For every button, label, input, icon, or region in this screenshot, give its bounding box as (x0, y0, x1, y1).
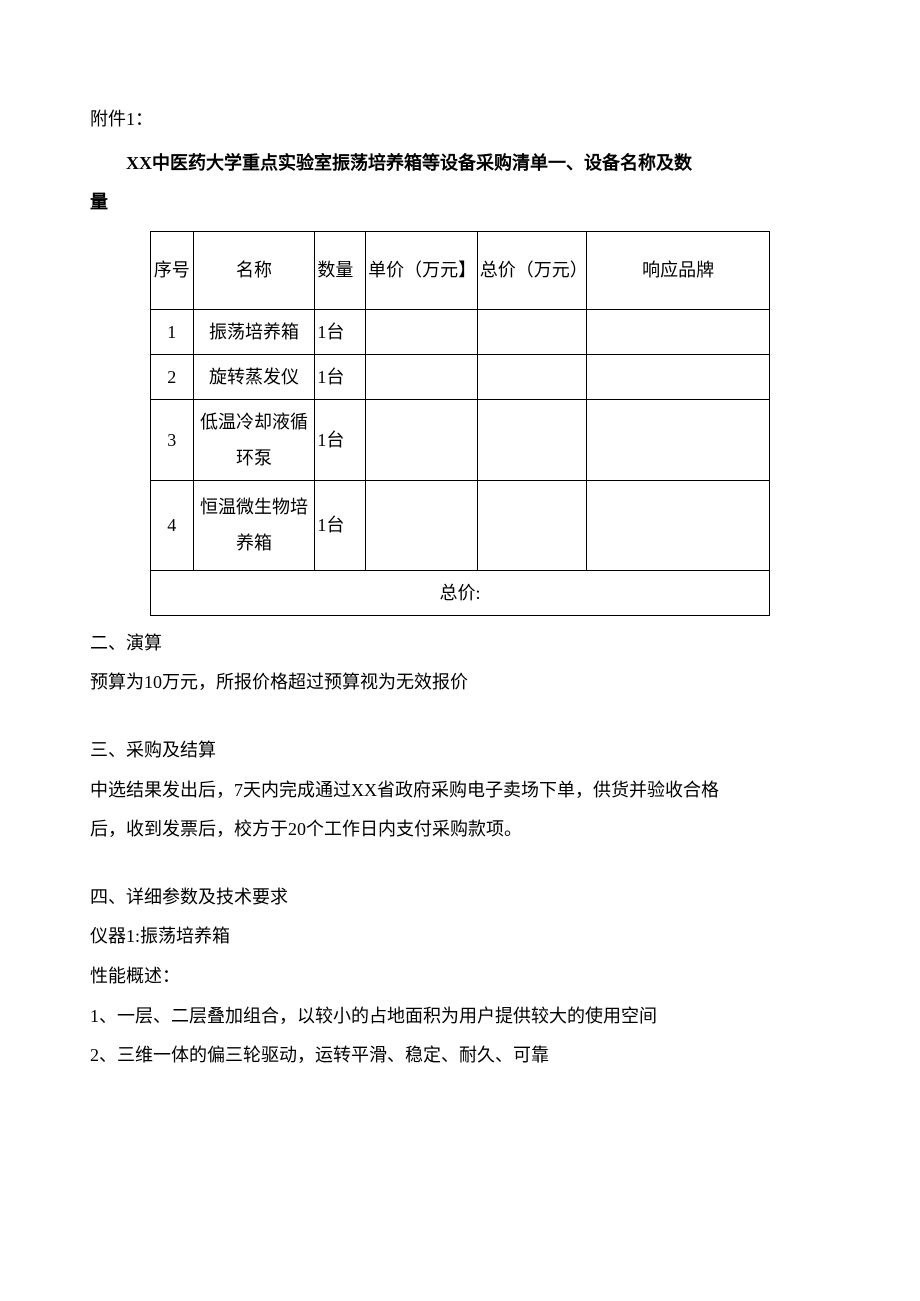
header-seq: 序号 (151, 231, 194, 309)
section2-heading: 二、演算 (90, 624, 830, 664)
spec-label: 性能概述： (90, 957, 830, 997)
header-name: 名称 (193, 231, 315, 309)
section2-body: 预算为10万元，所报价格超过预算视为无效报价 (90, 663, 830, 703)
section4-heading: 四、详细参数及技术要求 (90, 878, 830, 918)
cell-name: 低温冷却液循环泵 (193, 399, 315, 480)
table-total-row: 总价: (151, 570, 770, 615)
section-specs: 四、详细参数及技术要求 仪器1:振荡培养箱 性能概述： 1、一层、二层叠加组合，… (90, 878, 830, 1076)
header-qty: 数量 (315, 231, 366, 309)
cell-qty: 1台 (315, 399, 366, 480)
document-title-line2: 量 (90, 183, 830, 223)
cell-total-price (477, 399, 587, 480)
spec-item: 2、三维一体的偏三轮驱动，运转平滑、稳定、耐久、可靠 (90, 1036, 830, 1076)
section3-body2: 后，收到发票后，校方于20个工作日内支付采购款项。 (90, 810, 830, 850)
cell-total-price (477, 354, 587, 399)
header-total-price: 总价（万元） (477, 231, 587, 309)
cell-seq: 2 (151, 354, 194, 399)
cell-total-price (477, 480, 587, 570)
cell-brand (587, 354, 770, 399)
cell-unit-price (366, 354, 478, 399)
section-budget: 二、演算 预算为10万元，所报价格超过预算视为无效报价 (90, 624, 830, 703)
cell-unit-price (366, 309, 478, 354)
cell-total-price (477, 309, 587, 354)
table-header-row: 序号 名称 数量 单价（万元】 总价（万元） 响应品牌 (151, 231, 770, 309)
instrument-label: 仪器1:振荡培养箱 (90, 917, 830, 957)
cell-brand (587, 309, 770, 354)
cell-name: 恒温微生物培养箱 (193, 480, 315, 570)
cell-name: 旋转蒸发仪 (193, 354, 315, 399)
cell-brand (587, 480, 770, 570)
cell-qty: 1台 (315, 354, 366, 399)
cell-qty: 1台 (315, 480, 366, 570)
table-row: 1 振荡培养箱 1台 (151, 309, 770, 354)
section-procurement: 三、采购及结算 中选结果发出后，7天内完成通过XX省政府采购电子卖场下单，供货并… (90, 731, 830, 850)
total-label: 总价: (151, 570, 770, 615)
section3-heading: 三、采购及结算 (90, 731, 830, 771)
header-unit-price: 单价（万元】 (366, 231, 478, 309)
cell-qty: 1台 (315, 309, 366, 354)
cell-unit-price (366, 399, 478, 480)
spec-item: 1、一层、二层叠加组合，以较小的占地面积为用户提供较大的使用空间 (90, 997, 830, 1037)
section3-body1: 中选结果发出后，7天内完成通过XX省政府采购电子卖场下单，供货并验收合格 (90, 771, 830, 811)
cell-brand (587, 399, 770, 480)
header-brand: 响应品牌 (587, 231, 770, 309)
attachment-label: 附件1： (90, 100, 830, 140)
equipment-table: 序号 名称 数量 单价（万元】 总价（万元） 响应品牌 1 振荡培养箱 1台 2… (150, 231, 770, 616)
document-title-line1: XX中医药大学重点实验室振荡培养箱等设备采购清单一、设备名称及数 (90, 144, 830, 184)
cell-unit-price (366, 480, 478, 570)
cell-seq: 1 (151, 309, 194, 354)
table-row: 4 恒温微生物培养箱 1台 (151, 480, 770, 570)
table-row: 2 旋转蒸发仪 1台 (151, 354, 770, 399)
cell-name: 振荡培养箱 (193, 309, 315, 354)
cell-seq: 4 (151, 480, 194, 570)
table-row: 3 低温冷却液循环泵 1台 (151, 399, 770, 480)
cell-seq: 3 (151, 399, 194, 480)
